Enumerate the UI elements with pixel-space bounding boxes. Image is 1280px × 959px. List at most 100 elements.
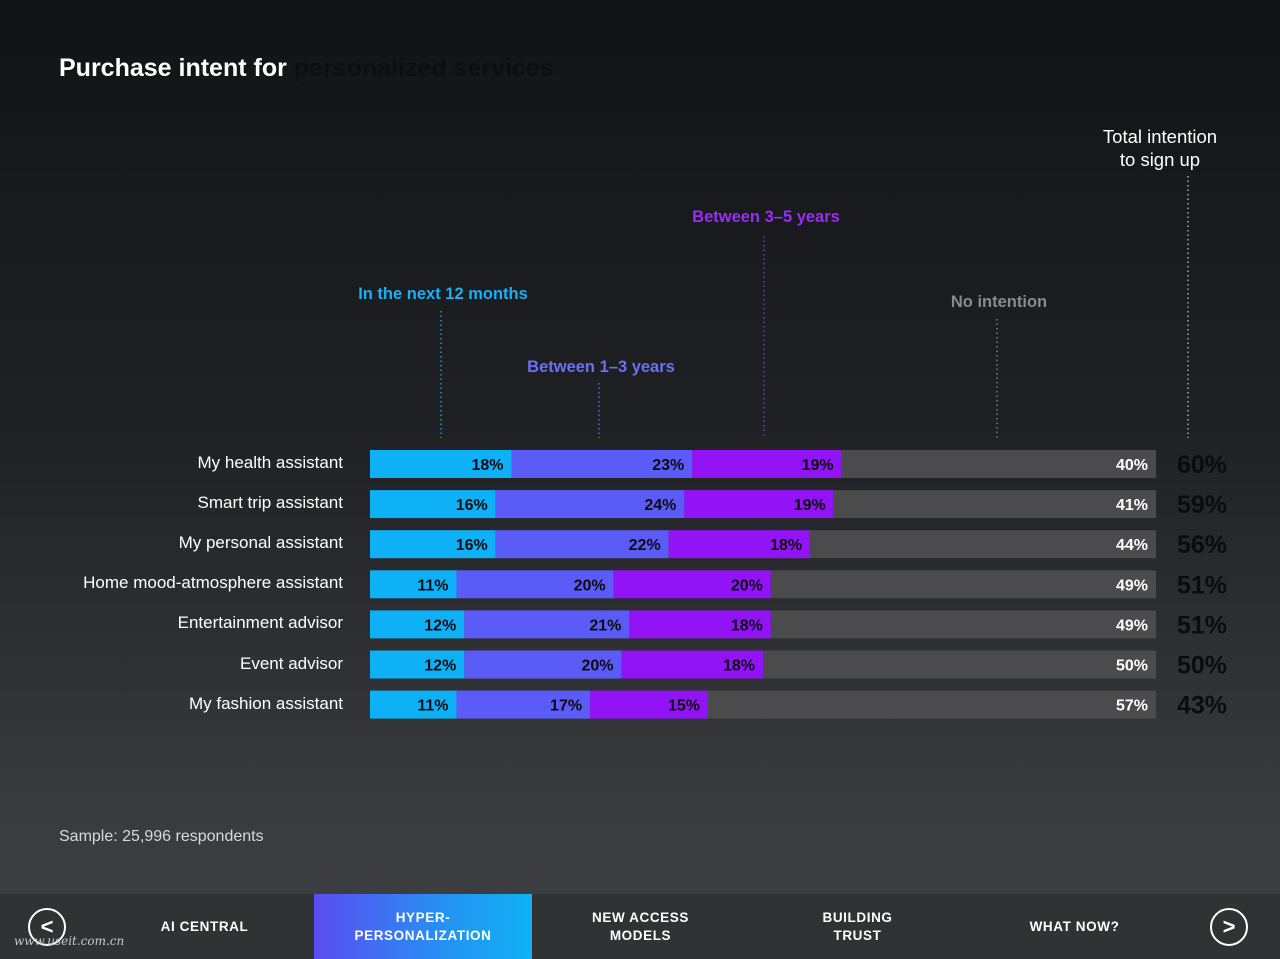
bar-segment [370,650,465,679]
bar-segment [511,450,693,478]
bar-value-label: 15% [668,698,700,715]
row-label: Event advisor [240,653,343,673]
bar-value-label: 49% [1116,617,1148,634]
bar-value-label: 41% [1116,497,1148,514]
bar-segment [770,610,1156,639]
bar-value-label: 20% [581,658,613,675]
bar-value-label: 17% [550,698,582,715]
total-value-label: 56% [1177,531,1227,559]
nav-tab-label: BUILDING TRUST [822,909,892,945]
bar-value-label: 23% [652,457,684,474]
nav-tab-label: NEW ACCESS MODELS [592,909,689,945]
bar-segment [763,650,1156,679]
bar-value-label: 44% [1116,537,1148,554]
nav-tab-label: WHAT NOW? [1030,918,1120,936]
bar-segment [370,530,496,559]
total-value-label: 59% [1177,491,1227,519]
bar-segment [370,610,465,639]
bar-segment [613,570,771,599]
bar-segment [495,530,669,559]
prev-arrow-icon[interactable]: < [28,908,66,946]
bar-segment [370,570,457,599]
next-arrow-icon[interactable]: > [1210,908,1248,946]
bar-value-label: 19% [794,497,826,514]
bar-value-label: 22% [629,537,661,554]
nav-tab-label-line: WHAT NOW? [1029,918,1120,934]
row-label: Entertainment advisor [177,613,343,633]
bar-segment [707,690,1156,719]
bar-value-label: 12% [424,617,456,634]
bar-value-label: 24% [644,497,676,514]
nav-tab-label-line: MODELS [609,927,672,943]
bar-value-label: 12% [424,658,456,675]
total-value-label: 60% [1177,451,1227,479]
bar-value-label: 18% [731,617,763,634]
bar-value-label: 57% [1116,698,1148,715]
row-label: Home mood-atmosphere assistant [83,573,343,593]
legend-label: In the next 12 months [358,285,528,303]
nav-tab[interactable]: WHAT NOW? [966,894,1183,959]
bar-value-label: 19% [802,457,834,474]
bar-value-label: 18% [471,457,503,474]
bar-segment [370,490,496,519]
bar-segment [841,450,1156,478]
nav-tab[interactable]: NEW ACCESS MODELS [532,894,749,959]
row-label: My personal assistant [178,533,343,553]
bar-value-label: 18% [723,658,755,675]
bar-value-label: 16% [456,537,488,554]
totals-header: Total intention [1103,126,1217,147]
nav-tab-label-line: PERSONALIZATION [354,927,492,943]
title-part-b: personalized services [293,54,554,82]
total-value-label: 43% [1177,692,1227,720]
bar-value-label: 11% [417,577,448,594]
total-value-label: 51% [1177,571,1227,599]
total-value-label: 51% [1177,611,1227,639]
nav-tab[interactable]: AI CENTRAL [96,894,313,959]
bar-segment [464,650,622,679]
bar-value-label: 50% [1116,658,1148,675]
chart-title: Purchase intent for personalized service… [59,54,554,83]
nav-tab-label-line: HYPER- [395,909,451,925]
bar-segment [464,610,630,639]
bar-segment [668,530,811,559]
bar-segment [590,690,708,719]
bar-value-label: 11% [417,698,448,715]
bar-segment [456,690,591,719]
sample-note: Sample: 25,996 respondents [59,828,264,845]
nav-tab-label-line: BUILDING [822,909,893,925]
bar-segment [692,450,842,478]
bottom-nav: < AI CENTRAL HYPER- PERSONALIZATION NEW ACC… [0,894,1280,959]
bar-segment [684,490,834,519]
nav-tab-label: AI CENTRAL [161,918,249,936]
bar-value-label: 40% [1116,457,1148,474]
nav-tab-label-line: NEW ACCESS [591,909,689,925]
row-label: Smart trip assistant [197,493,344,513]
bar-value-label: 20% [574,577,606,594]
title-part-a: Purchase intent for [59,54,287,82]
bar-value-label: 20% [731,577,763,594]
nav-tab-label-line: AI CENTRAL [160,918,249,934]
legend-label: No intention [951,293,1047,311]
nav-tab-label: HYPER- PERSONALIZATION [355,909,492,945]
nav-tab[interactable]: BUILDING TRUST [749,894,966,959]
watermark: www.useit.com.cn [14,934,125,948]
bar-segment [495,490,685,519]
bar-segment [370,450,512,478]
total-value-label: 50% [1177,652,1227,680]
bar-segment [833,490,1156,519]
legend-label: Between 3–5 years [692,208,840,226]
nav-tab-label-line: TRUST [833,927,882,943]
bar-segment [810,530,1156,559]
bar-value-label: 16% [456,497,488,514]
bar-value-label: 21% [589,617,621,634]
totals-header: to sign up [1120,149,1200,170]
bar-segment [770,570,1156,599]
bar-value-label: 18% [770,537,802,554]
nav-tab[interactable]: HYPER- PERSONALIZATION [314,894,532,959]
row-label: My health assistant [197,453,343,472]
bar-segment [370,690,457,719]
legend-label: Between 1–3 years [527,358,675,376]
bar-segment [621,650,763,679]
bar-segment [456,570,614,599]
bar-segment [629,610,771,639]
